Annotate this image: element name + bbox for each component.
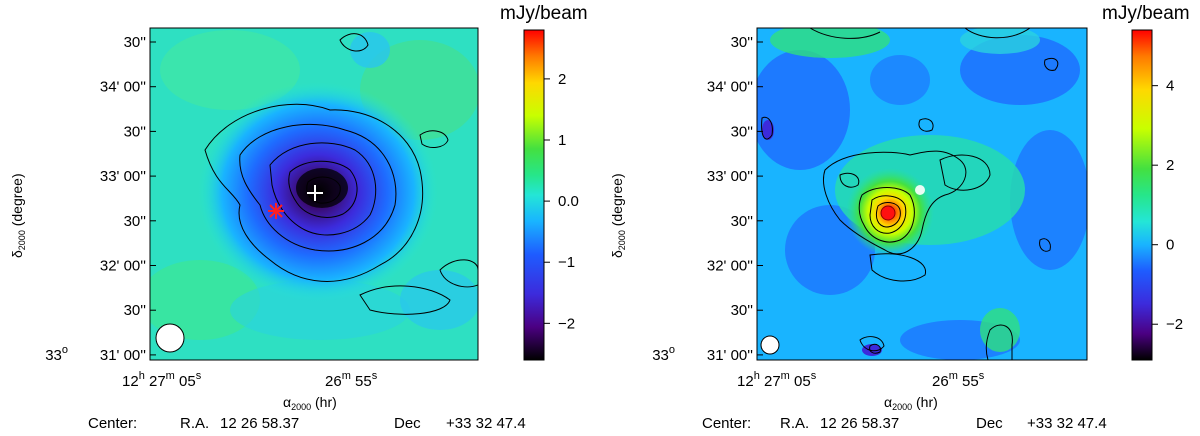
x-tick-second: 26m 55s (932, 370, 985, 390)
colorbar-tick-label: 0.0 (558, 193, 579, 210)
left-panel: 30'' 34' 00'' 30'' 33' 00'' 30'' 32' 00'' 30''… (0, 0, 600, 432)
colorbar-tick-label: −2 (558, 315, 575, 332)
svg-text:12 26 58.37: 12 26 58.37 (220, 415, 299, 431)
right-colorbar-ticks: 4 2 0 −2 (1152, 78, 1183, 333)
svg-text:Dec: Dec (394, 415, 421, 431)
left-x-tick-labels: 12h 27m 05s 26m 55s (122, 370, 378, 390)
y-tick-label: 33' 00'' (100, 168, 146, 185)
y-tick-label: 30'' (731, 34, 754, 51)
y-tick-label: 34' 00'' (100, 79, 146, 96)
y-tick-label: 31' 00'' (707, 347, 753, 364)
beam-ellipse (155, 323, 185, 353)
y-tick-label: 30'' (124, 213, 147, 230)
right-panel: 30'' 34' 00'' 30'' 33' 00'' 30'' 32' 00'' 30''… (600, 0, 1200, 432)
left-colorbar-ticks: 2 1 0.0 −1 −2 (544, 71, 579, 332)
red-star-marker (268, 203, 284, 219)
left-y-ticks: 30'' 34' 00'' 30'' 33' 00'' 30'' 32' 00'' 30''… (45, 34, 156, 364)
left-y-axis-label: δ2000 (degree) (9, 173, 27, 258)
x-tick-second: 26m 55s (325, 370, 378, 390)
colorbar-tick-label: −2 (1166, 316, 1183, 333)
y-tick-label: 30'' (731, 213, 754, 230)
svg-text:Dec: Dec (976, 415, 1003, 431)
colorbar-tick-label: 4 (1166, 78, 1174, 95)
right-colorbar (1131, 29, 1153, 361)
y-degree-label: 33o (45, 344, 68, 364)
colorbar-tick-label: −1 (558, 254, 575, 271)
svg-text:R.A.: R.A. (180, 415, 209, 431)
colorbar-tick-label: 1 (558, 132, 566, 149)
colorbar-tick-label: 2 (1166, 157, 1174, 174)
left-colorbar-unit: mJy/beam (500, 3, 588, 24)
x-tick-first: 12h 27m 05s (122, 370, 202, 390)
x-tick-first: 12h 27m 05s (737, 370, 817, 390)
white-circle-marker (915, 185, 925, 195)
y-tick-label: 30'' (124, 34, 147, 51)
svg-text:Center:: Center: (88, 415, 137, 431)
left-center-caption: Center: R.A. 12 26 58.37 Dec +33 32 47.4 (88, 415, 526, 432)
y-tick-label: 30'' (124, 302, 147, 319)
svg-text:12 26 58.37: 12 26 58.37 (820, 415, 899, 431)
colorbar-tick-label: 0 (1166, 237, 1174, 254)
svg-text:+33 32 47.4: +33 32 47.4 (1027, 415, 1107, 431)
y-tick-label: 30'' (731, 123, 754, 140)
y-tick-label: 31' 00'' (100, 347, 146, 364)
left-plot-frame (149, 27, 479, 361)
y-tick-label: 30'' (731, 302, 754, 319)
left-colorbar (523, 29, 545, 361)
colorbar-tick-label: 2 (558, 71, 566, 88)
right-map-figure: 30'' 34' 00'' 30'' 33' 00'' 30'' 32' 00'' 30''… (609, 3, 1190, 432)
y-degree-label: 33o (652, 344, 675, 364)
right-y-axis-label: δ2000 (degree) (609, 173, 627, 258)
y-tick-label: 32' 00'' (707, 258, 753, 275)
left-map-figure: 30'' 34' 00'' 30'' 33' 00'' 30'' 32' 00'' 30''… (9, 3, 588, 432)
right-x-axis-label: α2000 (hr) (884, 394, 938, 412)
y-tick-label: 33' 00'' (707, 168, 753, 185)
right-y-ticks: 30'' 34' 00'' 30'' 33' 00'' 30'' 32' 00'' 30''… (652, 34, 763, 364)
right-center-caption: Center: R.A. 12 26 58.37 Dec +33 32 47.4 (702, 415, 1107, 432)
left-x-axis-label: α2000 (hr) (283, 394, 337, 412)
y-tick-label: 30'' (124, 123, 147, 140)
white-cross-marker (307, 185, 323, 201)
svg-text:+33 32 47.4: +33 32 47.4 (446, 415, 526, 431)
svg-text:R.A.: R.A. (780, 415, 809, 431)
right-colorbar-unit: mJy/beam (1102, 3, 1190, 24)
y-tick-label: 34' 00'' (707, 79, 753, 96)
y-tick-label: 32' 00'' (100, 258, 146, 275)
beam-ellipse (760, 335, 780, 355)
right-plot-frame (756, 27, 1088, 361)
right-x-tick-labels: 12h 27m 05s 26m 55s (737, 370, 985, 390)
svg-text:Center:: Center: (702, 415, 751, 431)
red-peak-marker (880, 205, 896, 221)
